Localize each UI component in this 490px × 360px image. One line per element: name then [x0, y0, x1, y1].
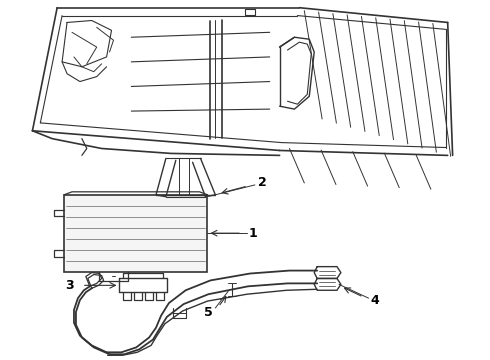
Text: 1: 1 — [249, 227, 258, 240]
Text: 3: 3 — [65, 279, 74, 292]
Text: 2: 2 — [258, 176, 267, 189]
Text: 5: 5 — [204, 306, 213, 319]
Bar — [64, 195, 207, 271]
Text: 4: 4 — [370, 294, 379, 307]
